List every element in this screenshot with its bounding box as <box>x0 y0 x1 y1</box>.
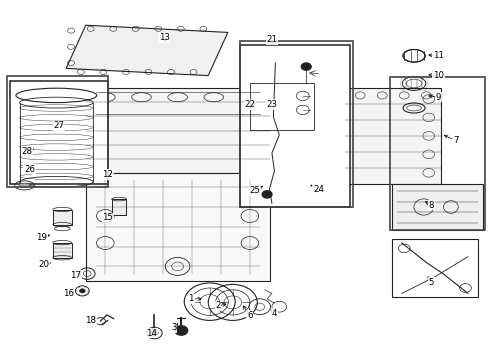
Text: 16: 16 <box>63 289 74 298</box>
Text: 28: 28 <box>22 147 32 156</box>
Text: 19: 19 <box>36 233 47 242</box>
Text: 15: 15 <box>102 213 113 222</box>
Circle shape <box>151 330 158 336</box>
Text: 25: 25 <box>249 186 260 195</box>
Bar <box>112 199 126 215</box>
Bar <box>86 88 270 173</box>
Text: 11: 11 <box>433 51 444 60</box>
Text: 8: 8 <box>428 201 434 210</box>
Text: 5: 5 <box>428 278 434 287</box>
Text: 3: 3 <box>171 323 177 332</box>
Text: 24: 24 <box>313 184 324 194</box>
Circle shape <box>301 63 311 70</box>
Text: 9: 9 <box>436 93 441 102</box>
Text: 23: 23 <box>267 100 277 109</box>
Text: 17: 17 <box>71 271 81 280</box>
Text: 10: 10 <box>433 71 444 80</box>
Text: 21: 21 <box>267 35 277 44</box>
Text: 12: 12 <box>102 170 113 179</box>
Circle shape <box>79 289 85 293</box>
Bar <box>53 210 72 225</box>
Ellipse shape <box>19 183 30 188</box>
Bar <box>392 239 478 297</box>
Text: 26: 26 <box>24 165 35 174</box>
Bar <box>250 83 314 130</box>
Text: 2: 2 <box>215 302 221 310</box>
Text: 14: 14 <box>147 328 157 338</box>
Bar <box>7 76 108 187</box>
Bar <box>10 81 108 184</box>
Bar <box>345 88 441 184</box>
Bar <box>392 184 483 230</box>
Text: 7: 7 <box>453 136 459 145</box>
Bar <box>240 41 353 207</box>
Text: 22: 22 <box>245 100 255 109</box>
Text: 1: 1 <box>188 294 194 303</box>
Text: 18: 18 <box>85 316 96 325</box>
Bar <box>390 77 485 230</box>
Text: 6: 6 <box>247 310 253 320</box>
Polygon shape <box>66 25 228 76</box>
Text: 4: 4 <box>271 309 277 318</box>
Bar <box>240 45 350 207</box>
Bar <box>86 173 270 281</box>
Text: 27: 27 <box>53 122 64 130</box>
Circle shape <box>175 326 188 335</box>
Text: 13: 13 <box>159 33 170 42</box>
Bar <box>53 243 72 258</box>
Text: 20: 20 <box>39 260 49 269</box>
Circle shape <box>262 191 272 198</box>
